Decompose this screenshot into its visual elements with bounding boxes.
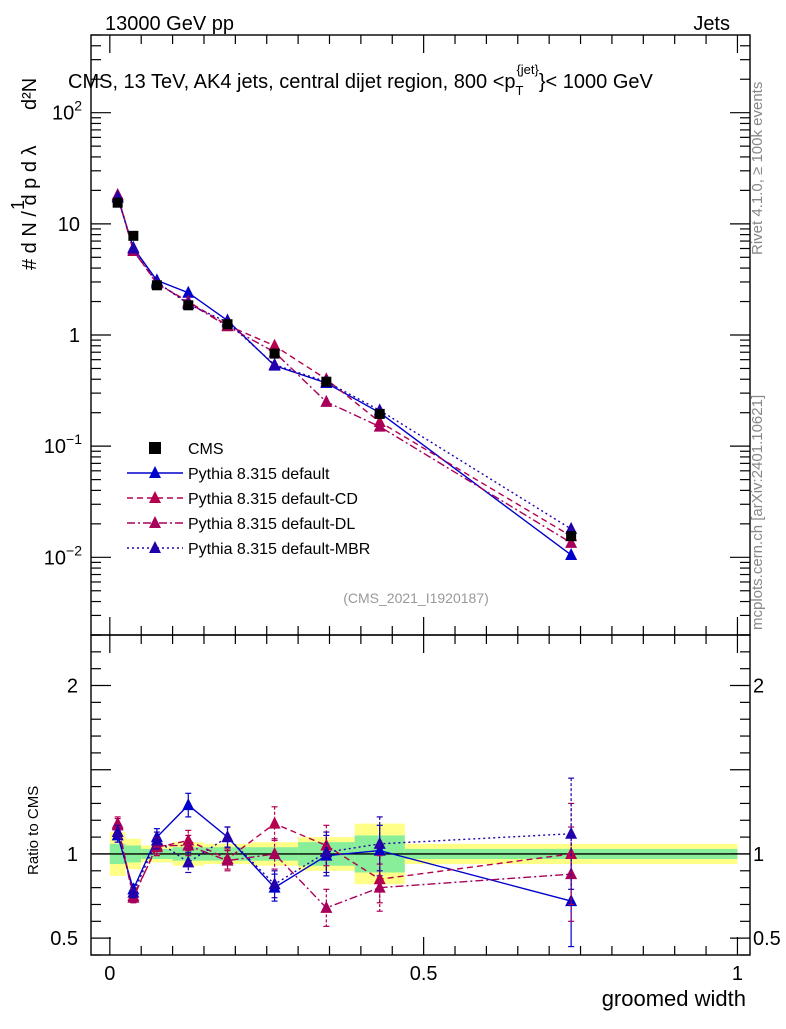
- legend-marker: [149, 442, 161, 454]
- ratio-uncertainty-bands: [91, 823, 750, 885]
- plot-title: CMS, 13 TeV, AK4 jets, central dijet reg…: [68, 62, 654, 98]
- series-layer: [111, 187, 578, 948]
- y-axis-label: # d N / d p d λ 1 d²N: [8, 78, 41, 270]
- side-label-bottom: mcplots.cern.ch [arXiv:2401.10621]: [749, 395, 766, 630]
- y-tick-label: 102: [52, 98, 82, 125]
- y-tick-label: 10: [58, 214, 80, 236]
- series-point: [268, 357, 281, 370]
- data-point: [321, 376, 332, 387]
- side-label-top: Rivet 4.1.0, ≥ 100k events: [749, 82, 766, 255]
- ratio-tick-label: 1: [67, 844, 78, 866]
- legend: CMS Pythia 8.315 default Pythia 8.315 defa…: [127, 441, 370, 558]
- ratio-y-axis-label: Ratio to CMS: [25, 786, 42, 875]
- axis-ticks: 0 0.5 1 10−2 10−1 1 10 102 0.5 0.5 1 1 2 2: [44, 34, 781, 985]
- legend-label: Pythia 8.315 default: [188, 466, 330, 483]
- y-tick-label: 10−2: [44, 542, 82, 569]
- ratio-point: [373, 836, 386, 849]
- data-point: [566, 531, 577, 542]
- legend-marker: [149, 466, 161, 478]
- series-point: [268, 338, 281, 351]
- ratio-point: [268, 816, 281, 829]
- series-point: [320, 394, 333, 407]
- header-left: 13000 GeV pp: [105, 13, 234, 35]
- series-point: [127, 241, 140, 254]
- data-series: [112, 197, 577, 542]
- header-right: Jets: [693, 13, 730, 35]
- y-tick-label: 10−1: [44, 431, 82, 458]
- ratio-point: [565, 826, 578, 839]
- legend-label: Pythia 8.315 default-MBR: [188, 541, 370, 558]
- x-tick-label: 0.5: [410, 963, 438, 985]
- ratio-point: [111, 825, 124, 838]
- series-point: [565, 521, 578, 534]
- data-point: [222, 319, 233, 330]
- series-point: [565, 535, 578, 548]
- y-tick-label: 1: [69, 325, 80, 347]
- ratio-point: [320, 900, 333, 913]
- ratio-point: [127, 885, 140, 898]
- ratio-point: [182, 855, 195, 868]
- data-point: [183, 300, 194, 311]
- x-tick-label: 0: [104, 963, 115, 985]
- ratio-tick-label-right: 0.5: [753, 928, 781, 950]
- series-line: [117, 196, 572, 530]
- ratio-tick-label: 2: [67, 676, 78, 698]
- ratio-point: [150, 833, 163, 846]
- legend-marker: [149, 516, 161, 528]
- data-point: [151, 280, 162, 291]
- legend-label: Pythia 8.315 default-CD: [188, 491, 358, 508]
- y-axis-label-main: d²N: [19, 78, 41, 110]
- x-axis-label: groomed width: [602, 986, 746, 1011]
- ratio-tick-label-right: 1: [753, 844, 764, 866]
- ratio-line: [116, 831, 572, 895]
- ratio-point: [221, 830, 234, 843]
- series-point: [373, 419, 386, 432]
- series-point: [565, 547, 578, 560]
- ratio-point: [182, 798, 195, 811]
- legend-marker: [149, 491, 161, 503]
- ratio-point: [268, 877, 281, 890]
- ratio-point: [111, 818, 124, 831]
- ratio-point: [268, 846, 281, 859]
- data-point: [128, 230, 139, 241]
- data-point: [374, 408, 385, 419]
- ratio-point: [320, 845, 333, 858]
- series-line: [117, 194, 572, 537]
- x-tick-label: 1: [732, 963, 743, 985]
- ratio-tick-label: 0.5: [50, 928, 78, 950]
- data-point: [112, 197, 123, 208]
- y-axis-label-text: # d N / d p d λ: [19, 145, 41, 270]
- ratio-point: [182, 838, 195, 851]
- legend-marker: [149, 541, 161, 553]
- ratio-point: [373, 872, 386, 885]
- ratio-point: [221, 853, 234, 866]
- ratio-point: [373, 880, 386, 893]
- legend-label: CMS: [188, 441, 224, 458]
- ratio-tick-label-right: 2: [753, 676, 764, 698]
- legend-label: Pythia 8.315 default-DL: [188, 516, 355, 533]
- ratio-plot-frame: [90, 634, 751, 956]
- series-1: [111, 190, 578, 948]
- data-point: [269, 348, 280, 359]
- y-axis-label-top: 1: [8, 200, 28, 210]
- analysis-id: (CMS_2021_I1920187): [343, 590, 489, 606]
- series-point: [182, 285, 195, 298]
